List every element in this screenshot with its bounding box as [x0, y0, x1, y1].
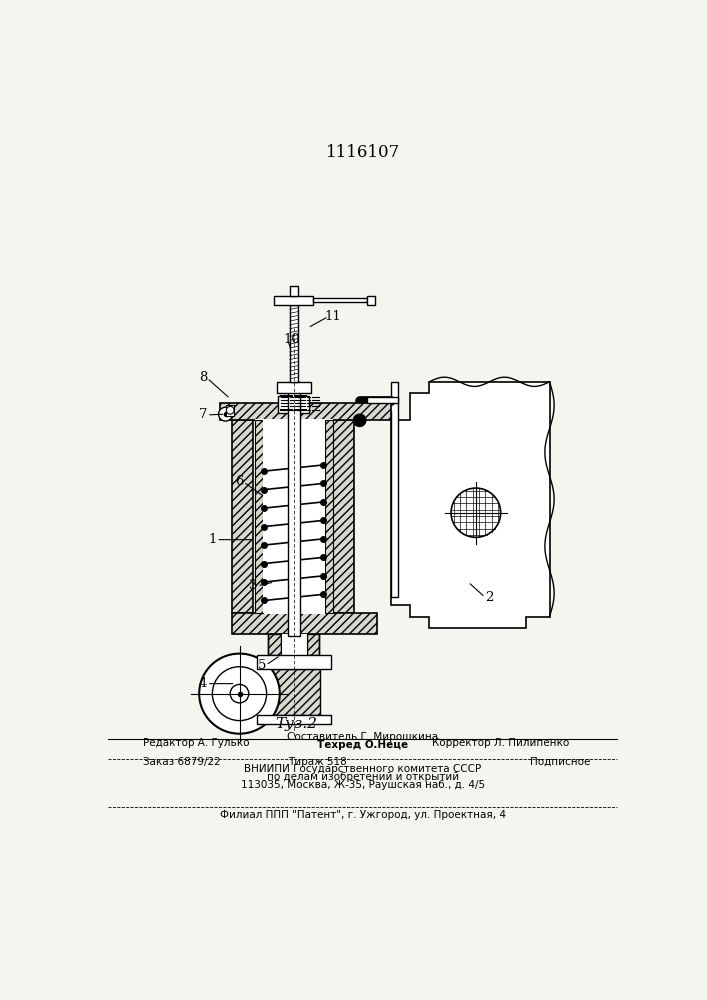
Circle shape [230, 684, 249, 703]
Bar [274, 296, 313, 305]
Bar [279, 396, 309, 413]
Bar [257, 715, 331, 724]
Bar [220, 403, 391, 420]
Circle shape [218, 407, 233, 421]
Text: 1: 1 [208, 533, 216, 546]
Bar [276, 382, 311, 393]
Polygon shape [250, 686, 284, 723]
Bar [313, 298, 368, 302]
Text: Τуз.2: Τуз.2 [275, 717, 317, 731]
Circle shape [226, 406, 234, 414]
Text: 2: 2 [485, 591, 493, 604]
Text: Редактор А. Гулько: Редактор А. Гулько [143, 738, 249, 748]
Text: Корректор Л. Пилипенко: Корректор Л. Пилипенко [432, 738, 569, 748]
Polygon shape [391, 382, 549, 628]
Text: Заказ 6879/22: Заказ 6879/22 [143, 757, 221, 767]
Text: Подписное: Подписное [530, 757, 590, 767]
Bar [267, 669, 320, 715]
Bar [263, 420, 325, 613]
Bar [268, 634, 281, 655]
Bar [281, 634, 307, 655]
Bar [232, 613, 378, 634]
Bar [307, 634, 320, 655]
Text: 11: 11 [324, 310, 341, 323]
Bar [232, 420, 253, 613]
Bar [391, 382, 398, 597]
Text: Техред O.Неце: Техред O.Неце [317, 740, 408, 750]
Text: 8: 8 [199, 371, 207, 384]
Bar [226, 405, 234, 416]
Circle shape [212, 667, 267, 721]
Circle shape [451, 488, 501, 537]
Circle shape [199, 654, 280, 734]
Bar [332, 420, 354, 613]
Bar [368, 296, 375, 305]
Bar [368, 397, 398, 403]
Bar [290, 286, 298, 296]
Circle shape [354, 414, 366, 426]
Bar [288, 382, 300, 636]
Text: Тираж 518: Тираж 518 [288, 757, 346, 767]
Text: 6: 6 [235, 475, 244, 488]
Text: Филиал ППП "Патент", г. Ужгород, ул. Проектная, 4: Филиал ППП "Патент", г. Ужгород, ул. Про… [220, 810, 506, 820]
Text: 7: 7 [199, 408, 207, 421]
Text: 1116107: 1116107 [326, 144, 400, 161]
Bar [325, 420, 332, 613]
Bar [290, 305, 298, 382]
Text: ВНИИПИ Государственного комитета СССР: ВНИИПИ Государственного комитета СССР [244, 764, 481, 774]
Bar [257, 655, 331, 669]
Text: 4: 4 [199, 677, 207, 690]
Text: 5: 5 [258, 659, 266, 672]
Bar [255, 419, 332, 614]
Bar [255, 420, 263, 613]
Text: 10: 10 [283, 333, 300, 346]
Text: 113035, Москва, Ж-35, Раушская наб., д. 4/5: 113035, Москва, Ж-35, Раушская наб., д. … [240, 780, 485, 790]
Text: по делам изобретений и открытий: по делам изобретений и открытий [267, 772, 459, 782]
Text: 3: 3 [249, 579, 257, 592]
Text: Составитель Г. Мирошкина: Составитель Г. Мирошкина [287, 732, 438, 742]
